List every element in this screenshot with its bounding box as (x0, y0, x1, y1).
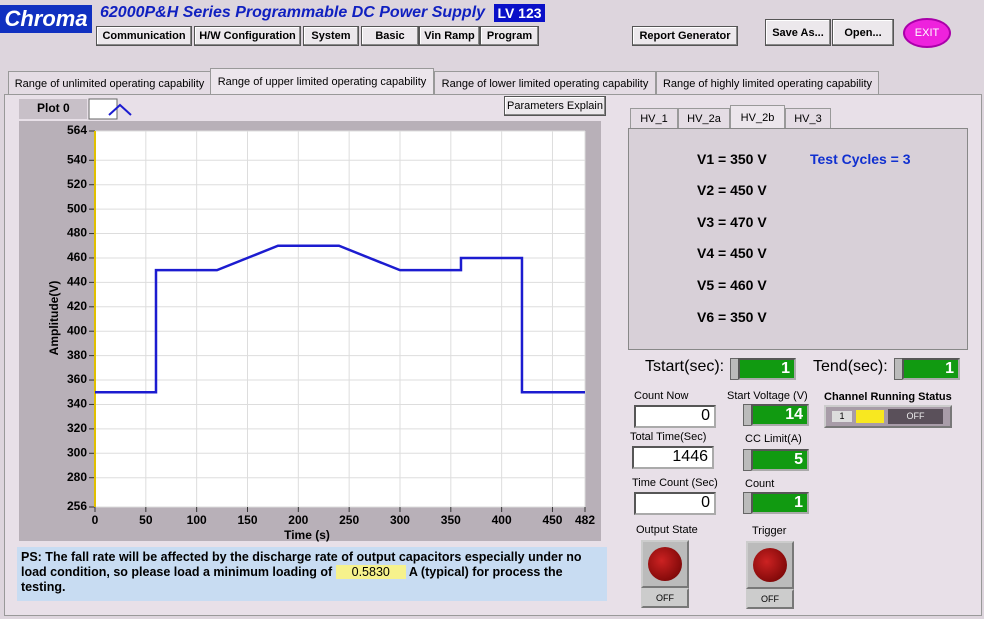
menu-button[interactable]: System (303, 26, 359, 46)
model-badge: LV 123 (494, 4, 545, 22)
legend-swatch-box (88, 98, 118, 120)
x-tick-label: 450 (542, 513, 562, 527)
voltage: V4 = 450 V (697, 245, 767, 261)
menu-button[interactable]: Basic (361, 26, 419, 46)
tab[interactable]: Range of unlimited operating capability (8, 71, 211, 95)
x-tick-label: 0 (92, 513, 99, 527)
hv-tab[interactable]: HV_1 (630, 108, 678, 129)
trigger-state: OFF (746, 589, 794, 609)
plot-panel: Plot 0 Time (s) Amplitude(V) 256 280 300 32… (17, 97, 609, 547)
output-led[interactable] (641, 540, 689, 588)
switch-knob (856, 410, 884, 423)
plot-area (95, 131, 585, 507)
x-tick-label: 482 (575, 513, 595, 527)
y-tick-label: 380 (67, 348, 87, 362)
x-tick-label: 150 (237, 513, 257, 527)
min-load-value: 0.5830 (335, 565, 406, 579)
channel-status-label: Channel Running Status (824, 391, 952, 403)
x-axis-title: Time (s) (284, 528, 330, 542)
plot-line (95, 244, 585, 394)
open-button[interactable]: Open... (832, 19, 894, 46)
parameters-button[interactable]: Parameters Explain (504, 96, 606, 116)
y-tick-label: 340 (67, 397, 87, 411)
tab[interactable]: Range of highly limited operating capabi… (656, 71, 879, 95)
logo: Chroma (0, 5, 92, 33)
channel-state: OFF (888, 409, 943, 424)
y-tick-label: 400 (67, 323, 87, 337)
tab-active[interactable]: Range of upper limited operating capabil… (210, 68, 434, 95)
voltage: V3 = 470 V (697, 214, 767, 230)
tend-value[interactable]: 1 (902, 358, 960, 380)
y-tick-label: 280 (67, 470, 87, 484)
voltage: V1 = 350 V (697, 151, 767, 167)
count-value[interactable]: 1 (751, 492, 809, 514)
app-title: 62000P&H Series Programmable DC Power Su… (100, 4, 486, 21)
hv-tab[interactable]: HV_2a (678, 108, 730, 129)
tstart-value[interactable]: 1 (738, 358, 796, 380)
note-text: A (typical) for process the testing. (21, 565, 563, 594)
y-tick-label: 460 (67, 250, 87, 264)
x-tick-label: 300 (390, 513, 410, 527)
count-now-value: 0 (634, 405, 716, 428)
x-tick-label: 200 (288, 513, 308, 527)
tab[interactable]: Range of lower limited operating capabil… (434, 71, 656, 95)
time-count-value: 0 (634, 492, 716, 515)
y-tick-label: 500 (67, 201, 87, 215)
channel-number: 1 (832, 411, 852, 422)
y-tick-label: 360 (67, 372, 87, 386)
report-button[interactable]: Report Generator (632, 26, 738, 46)
x-tick-label: 250 (339, 513, 359, 527)
note: PS: The fall rate will be affected by th… (17, 547, 607, 601)
cc-limit-label: CC Limit(A) (745, 433, 802, 445)
y-tick-label: 300 (67, 445, 87, 459)
y-tick-label: 320 (67, 421, 87, 435)
start-voltage-label: Start Voltage (V) (727, 390, 808, 402)
channel-switch[interactable]: 1 OFF (824, 405, 952, 428)
menu-button[interactable]: Vin Ramp (419, 26, 480, 46)
menu-button[interactable]: Program (480, 26, 539, 46)
menu-button[interactable]: Communication (96, 26, 192, 46)
voltage: V6 = 350 V (697, 309, 767, 325)
note-text: PS: The fall rate will be affected by th… (21, 550, 582, 579)
voltage: V2 = 450 V (697, 182, 767, 198)
trigger-led[interactable] (746, 541, 794, 589)
hv-tab[interactable]: HV_3 (785, 108, 831, 129)
x-tick-label: 50 (139, 513, 153, 527)
x-tick-label: 350 (441, 513, 461, 527)
trigger-label: Trigger (752, 525, 787, 537)
save-button[interactable]: Save As... (765, 19, 831, 46)
y-tick-label: 420 (67, 299, 87, 313)
y-tick-label: 540 (67, 152, 87, 166)
x-tick-label: 400 (492, 513, 512, 527)
x-tick-label: 100 (187, 513, 207, 527)
y-tick-label: 256 (67, 499, 87, 513)
legend-swatch (108, 103, 132, 116)
voltage: V5 = 460 V (697, 277, 767, 293)
start-voltage-value[interactable]: 14 (751, 404, 809, 426)
y-tick-label: 480 (67, 226, 87, 240)
legend-label: Plot 0 (37, 101, 70, 115)
time-count-label: Time Count (Sec) (632, 477, 718, 489)
hv-tab-active[interactable]: HV_2b (730, 105, 785, 129)
exit-button[interactable]: EXIT (903, 18, 951, 48)
y-axis-title: Amplitude(V) (47, 281, 61, 356)
output-state: OFF (641, 588, 689, 608)
total-time-value: 1446 (632, 446, 714, 469)
menu-button[interactable]: H/W Configuration (194, 26, 301, 46)
tend-label: Tend(sec): (813, 358, 888, 375)
test-cycles: Test Cycles = 3 (810, 151, 911, 167)
y-tick-label: 520 (67, 177, 87, 191)
legend-box (19, 99, 87, 119)
hv-panel (628, 128, 968, 350)
total-time-label: Total Time(Sec) (630, 431, 707, 443)
count-label: Count (745, 478, 775, 490)
cc-limit-value[interactable]: 5 (751, 449, 809, 471)
y-tick-label: 440 (67, 275, 87, 289)
tstart-label: Tstart(sec): (645, 358, 725, 375)
count-now-label: Count Now (634, 390, 689, 402)
y-tick-label: 564 (67, 123, 87, 137)
output-state-label: Output State (636, 524, 698, 536)
